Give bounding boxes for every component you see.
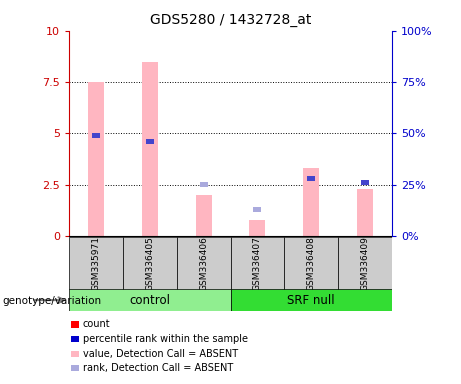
Text: SRF null: SRF null — [287, 294, 335, 306]
Text: rank, Detection Call = ABSENT: rank, Detection Call = ABSENT — [83, 363, 233, 373]
Text: GSM336405: GSM336405 — [145, 236, 154, 291]
Bar — [357, 189, 373, 236]
Text: GSM336407: GSM336407 — [253, 236, 262, 291]
Bar — [230, 289, 392, 311]
Bar — [69, 289, 230, 311]
Title: GDS5280 / 1432728_at: GDS5280 / 1432728_at — [150, 13, 311, 27]
Bar — [338, 237, 392, 290]
Text: percentile rank within the sample: percentile rank within the sample — [83, 334, 248, 344]
Text: control: control — [130, 294, 170, 306]
Bar — [303, 168, 319, 236]
Text: GSM336408: GSM336408 — [307, 236, 316, 291]
Bar — [123, 237, 177, 290]
Bar — [284, 237, 338, 290]
Bar — [307, 176, 315, 181]
Text: count: count — [83, 319, 110, 329]
Bar — [230, 237, 284, 290]
Bar — [195, 195, 212, 236]
Bar — [88, 82, 104, 236]
Text: GSM335971: GSM335971 — [92, 236, 100, 291]
Bar — [249, 220, 266, 236]
Bar — [92, 133, 100, 138]
Bar — [69, 237, 123, 290]
Bar — [146, 139, 154, 144]
Text: GSM336406: GSM336406 — [199, 236, 208, 291]
Text: GSM336409: GSM336409 — [361, 236, 369, 291]
Bar — [142, 61, 158, 236]
Bar — [200, 182, 207, 187]
Text: genotype/variation: genotype/variation — [2, 296, 101, 306]
Text: value, Detection Call = ABSENT: value, Detection Call = ABSENT — [83, 349, 237, 359]
Bar — [177, 237, 230, 290]
Bar — [254, 207, 261, 212]
Bar — [361, 180, 369, 185]
